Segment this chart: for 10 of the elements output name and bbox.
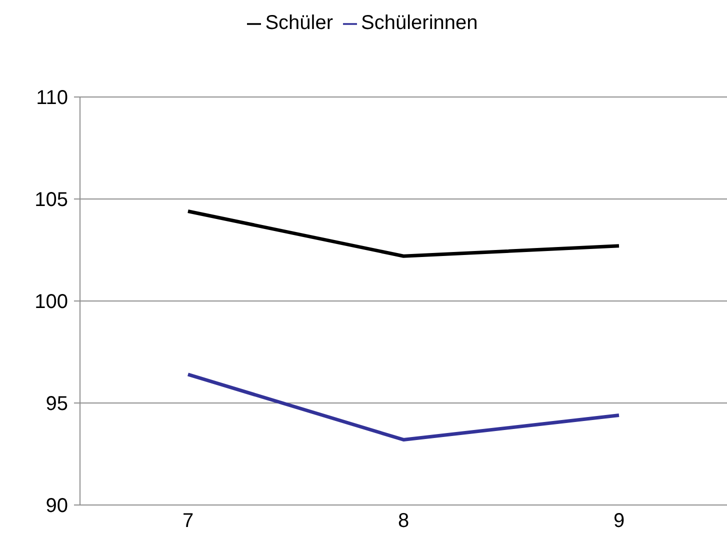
legend-label: Schülerinnen: [361, 12, 478, 34]
y-tick-label: 100: [34, 291, 68, 314]
y-tick-label: 90: [46, 495, 68, 518]
x-tick-label: 7: [182, 510, 194, 532]
x-tick-label: 9: [613, 510, 625, 532]
y-tick-label: 110: [36, 87, 68, 110]
legend-label: Schüler: [265, 12, 334, 34]
y-tick-label: 105: [34, 189, 68, 212]
y-tick-label: 95: [46, 393, 68, 416]
x-tick-label: 8: [398, 510, 410, 532]
